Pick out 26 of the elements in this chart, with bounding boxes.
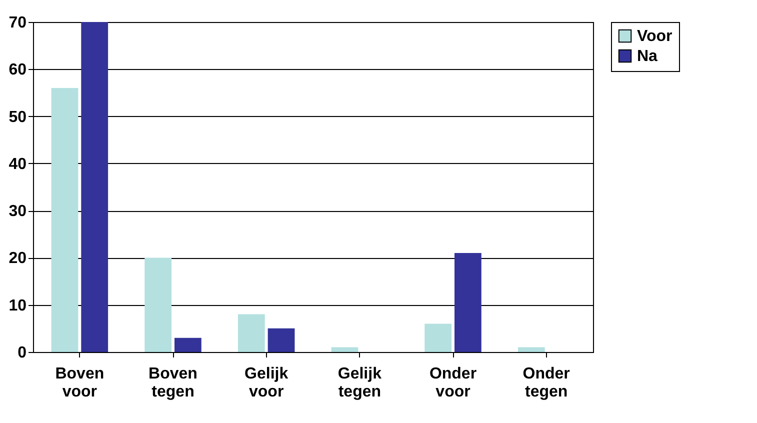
legend-label: Voor bbox=[637, 28, 672, 45]
y-tick-label: 20 bbox=[8, 250, 27, 268]
bar bbox=[331, 347, 358, 352]
x-tick-label: Onder voor bbox=[429, 366, 477, 400]
bar bbox=[268, 328, 295, 352]
legend-label: Na bbox=[637, 48, 658, 65]
bar bbox=[238, 314, 265, 352]
bar bbox=[424, 324, 452, 352]
bar bbox=[174, 338, 202, 352]
x-tick-label: Boven tegen bbox=[148, 366, 198, 400]
bar bbox=[144, 258, 172, 352]
y-tick-label: 40 bbox=[8, 156, 27, 173]
bar bbox=[454, 253, 482, 352]
y-tick-label: 60 bbox=[8, 62, 27, 79]
bar bbox=[518, 347, 545, 352]
x-tick-label: Gelijk tegen bbox=[338, 366, 382, 400]
y-tick-label: 0 bbox=[18, 344, 27, 362]
bar bbox=[51, 88, 78, 352]
y-tick-label: 50 bbox=[8, 108, 27, 126]
y-tick-label: 10 bbox=[8, 297, 27, 314]
y-tick-label: 30 bbox=[8, 203, 27, 220]
x-tick-label: Onder tegen bbox=[522, 366, 570, 400]
bar bbox=[81, 22, 108, 352]
y-tick-label: 70 bbox=[8, 14, 27, 32]
x-tick-label: Gelijk voor bbox=[244, 366, 288, 400]
x-tick-label: Boven voor bbox=[55, 366, 104, 400]
